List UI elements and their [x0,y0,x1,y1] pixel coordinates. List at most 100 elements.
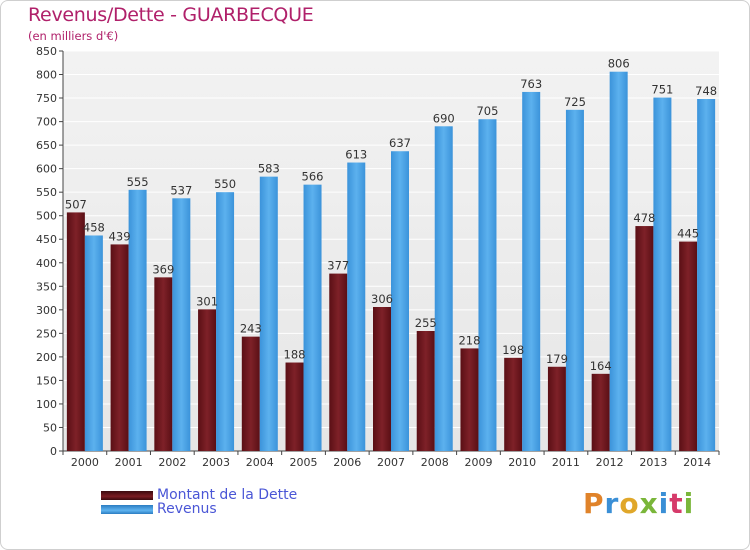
legend-item-revenue: Revenus [101,501,217,517]
x-tick-label: 2004 [246,456,274,469]
bar-dette [679,241,698,451]
data-label-dette: 243 [240,322,262,336]
data-label-dette: 188 [284,348,306,362]
y-tick-label: 0 [50,445,57,458]
x-tick-label: 2008 [421,456,449,469]
bar-revenus [347,162,366,451]
y-tick-label: 350 [36,280,57,293]
y-tick-label: 700 [36,116,57,129]
data-label-revenus: 806 [608,57,630,71]
x-tick-label: 2012 [596,456,624,469]
y-tick-label: 450 [36,233,57,246]
data-label-dette: 478 [633,211,655,225]
y-tick-label: 550 [36,186,57,199]
x-tick-label: 2000 [71,456,99,469]
data-label-dette: 218 [458,333,480,347]
x-tick-label: 2009 [464,456,492,469]
y-tick-label: 50 [43,421,57,434]
data-label-dette: 301 [196,294,218,308]
data-label-revenus: 458 [83,220,105,234]
y-tick-label: 850 [36,45,57,58]
y-tick-label: 400 [36,257,57,270]
x-tick-label: 2007 [377,456,405,469]
data-label-revenus: 537 [170,183,192,197]
data-label-revenus: 566 [302,170,324,184]
bar-dette [285,362,304,451]
data-label-revenus: 725 [564,95,586,109]
x-tick-label: 2005 [290,456,318,469]
bar-dette [241,336,260,451]
proxiti-logo: Proxiti [583,487,695,520]
data-label-dette: 369 [152,262,174,276]
data-label-dette: 377 [327,259,349,273]
y-tick-label: 200 [36,351,57,364]
bar-revenus [216,192,235,452]
bar-revenus [478,119,497,451]
bar-revenus [172,198,191,451]
y-tick-label: 150 [36,374,57,387]
data-label-dette: 179 [546,352,568,366]
bar-revenus [609,71,628,452]
data-label-dette: 507 [65,197,87,211]
legend-swatch-debt [101,490,153,500]
x-tick-label: 2006 [333,456,361,469]
bar-dette [635,226,654,451]
bar-dette [416,331,435,451]
y-tick-label: 750 [36,92,57,105]
bar-dette [154,277,173,451]
data-label-dette: 198 [502,343,524,357]
bar-dette [110,244,129,451]
data-label-revenus: 705 [476,104,498,118]
bar-revenus [434,126,453,451]
x-tick-label: 2002 [158,456,186,469]
chart-title: Revenus/Dette - GUARBECQUE [28,4,314,26]
y-tick-label: 300 [36,304,57,317]
bar-revenus [565,109,584,451]
x-tick-label: 2001 [115,456,143,469]
data-label-revenus: 690 [433,111,455,125]
legend-item-debt: Montant de la Dette [101,487,297,503]
bar-revenus [303,184,322,451]
y-tick-label: 800 [36,69,57,82]
data-label-dette: 164 [590,359,612,373]
bar-dette [591,373,610,451]
bar-revenus [259,176,278,451]
bar-revenus [522,91,541,452]
data-label-revenus: 763 [520,77,542,91]
bar-dette [198,309,217,451]
data-label-revenus: 613 [345,148,367,162]
data-label-revenus: 555 [127,175,149,189]
bar-revenus [128,189,147,451]
bar-dette [547,366,566,451]
bar-revenus [84,235,103,451]
data-label-dette: 445 [677,227,699,241]
x-tick-label: 2010 [508,456,536,469]
y-tick-label: 600 [36,163,57,176]
bar-dette [460,348,479,451]
bar-revenus [653,97,672,452]
bar-dette [66,212,85,451]
data-label-dette: 255 [415,316,437,330]
chart-subtitle: (en milliers d'€) [28,29,119,43]
data-label-dette: 439 [109,229,131,243]
x-tick-label: 2003 [202,456,230,469]
x-tick-label: 2013 [639,456,667,469]
data-label-revenus: 550 [214,177,236,191]
legend-label-revenue: Revenus [157,501,217,517]
bar-revenus [391,151,409,451]
bar-revenus [697,99,716,451]
data-label-revenus: 751 [651,83,673,97]
bar-dette [504,357,523,451]
y-tick-label: 650 [36,139,57,152]
y-tick-label: 250 [36,327,57,340]
y-tick-label: 500 [36,210,57,223]
data-label-dette: 306 [371,292,393,306]
bar-dette [329,273,348,451]
data-label-revenus: 637 [389,136,411,150]
data-label-revenus: 583 [258,162,280,176]
x-tick-label: 2014 [683,456,711,469]
legend-swatch-revenue [101,504,153,514]
bar-dette [373,307,391,451]
